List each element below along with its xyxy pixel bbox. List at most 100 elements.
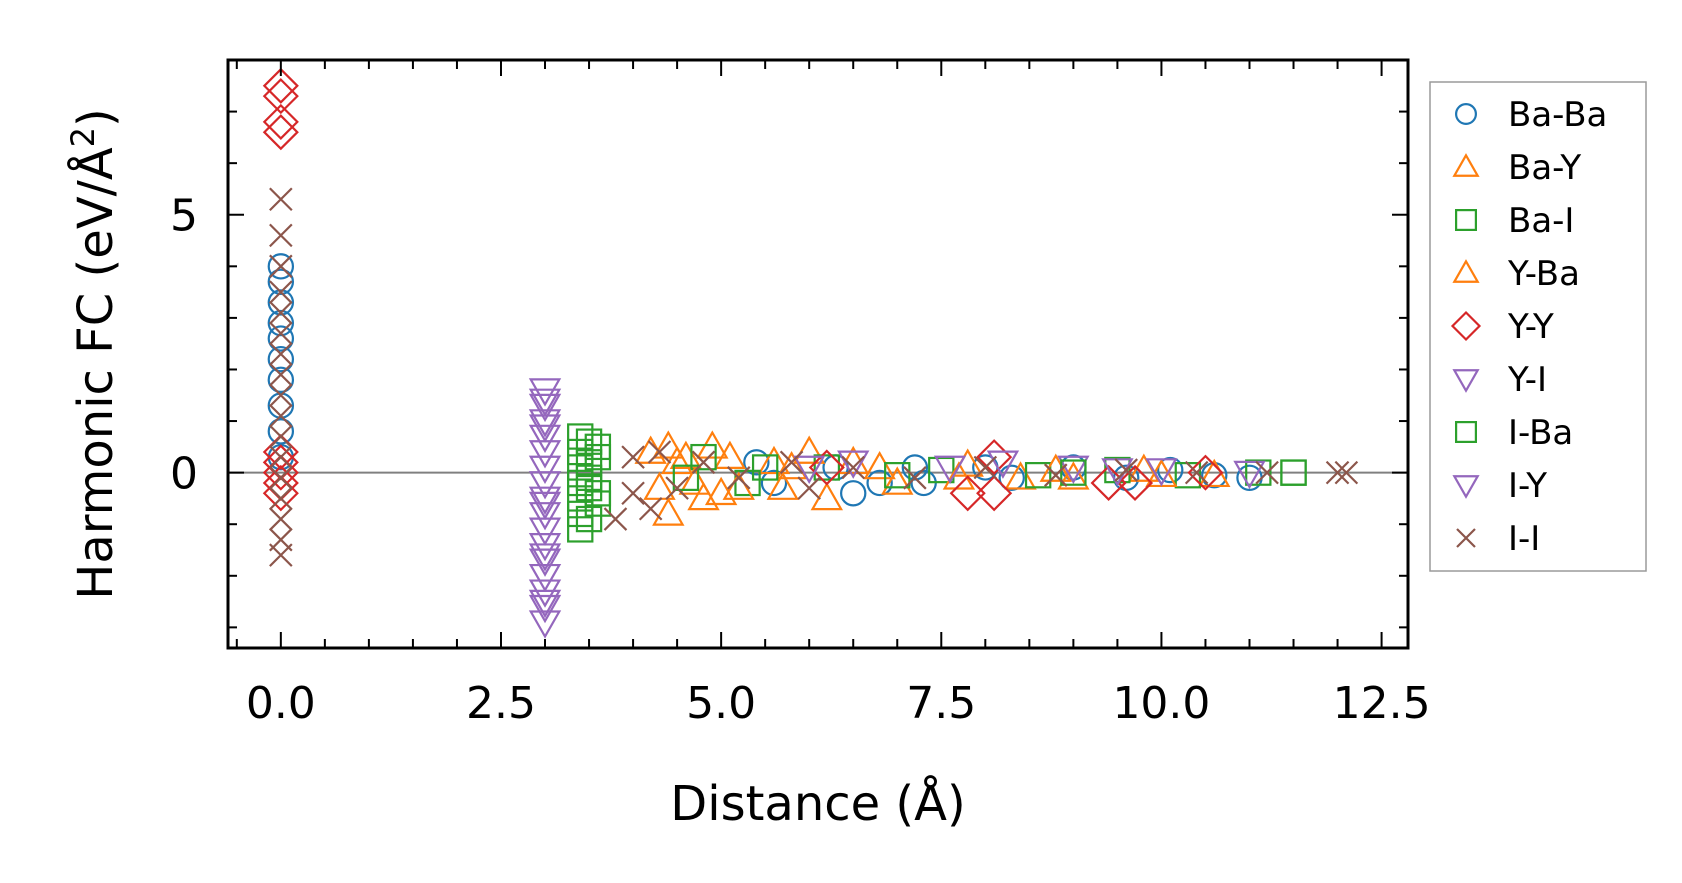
legend-label: Y-Y [1507, 307, 1554, 347]
data-point [584, 443, 612, 471]
series-i-i [269, 187, 1359, 567]
data-point [647, 440, 672, 464]
data-point [1245, 459, 1272, 486]
data-point [792, 455, 826, 484]
data-point [757, 445, 791, 475]
data-point [884, 462, 911, 489]
data-point [726, 466, 751, 490]
data-point [933, 455, 967, 484]
data-point [1043, 463, 1068, 487]
data-point [269, 445, 293, 469]
data-point [269, 404, 293, 428]
data-point [575, 449, 603, 476]
data-point [1004, 461, 1037, 490]
data-point [928, 456, 955, 484]
data-point [760, 469, 788, 497]
data-point [269, 342, 293, 366]
data-point [262, 78, 299, 115]
data-point [528, 424, 562, 454]
data-point [269, 543, 293, 567]
data-point [269, 362, 293, 387]
data-point [949, 475, 986, 512]
data-point [528, 502, 562, 531]
data-point [262, 67, 299, 104]
data-point [973, 455, 998, 480]
data-point [866, 469, 893, 497]
data-point [269, 223, 293, 248]
data-point [837, 450, 870, 479]
data-point [1187, 454, 1224, 491]
y-tick-label: 0 [170, 449, 198, 500]
x-axis-title: Distance (Å) [670, 775, 965, 832]
data-point [567, 500, 594, 528]
legend-marker [1452, 259, 1480, 283]
data-point [528, 610, 562, 639]
data-point [528, 388, 562, 417]
legend-label: Ba-I [1508, 201, 1574, 241]
data-point [976, 475, 1013, 512]
data-point [1233, 460, 1266, 490]
data-point [567, 516, 594, 543]
axes-frame [226, 58, 1410, 650]
data-point [269, 383, 293, 408]
data-point [584, 480, 612, 507]
data-point [267, 309, 295, 337]
legend-label: I-Ba [1508, 413, 1573, 453]
data-point [986, 450, 1020, 479]
data-point [262, 114, 299, 151]
data-point [797, 476, 821, 500]
data-point [575, 505, 603, 533]
data-point [881, 466, 914, 495]
x-tick-label: 0.0 [246, 678, 316, 729]
data-point [779, 450, 804, 475]
data-point [528, 409, 562, 438]
legend-marker [1450, 310, 1482, 342]
data-markers [262, 67, 1359, 639]
data-point [575, 464, 603, 491]
legend: Ba-Ba Ba-Y Ba-I Y-Ba Y-Y Y-I I-Ba I-Y I-I [1429, 81, 1647, 572]
data-point [269, 187, 293, 212]
legend-marker [1452, 369, 1480, 393]
data-point [665, 476, 689, 500]
legend-marker [1454, 102, 1477, 125]
data-point [567, 438, 594, 466]
data-point [1280, 459, 1307, 486]
data-point [1255, 460, 1279, 485]
data-point [528, 533, 562, 562]
data-point [840, 480, 867, 507]
data-point [269, 300, 293, 325]
data-point [751, 454, 779, 481]
data-point [528, 548, 562, 577]
data-point [792, 435, 826, 464]
data-point [267, 253, 295, 280]
data-point [901, 454, 929, 481]
data-point [678, 466, 711, 495]
data-point [528, 393, 562, 423]
legend-label: Ba-Ba [1508, 95, 1607, 135]
data-point [528, 543, 562, 572]
data-point [1157, 456, 1184, 484]
data-point [743, 449, 770, 476]
data-point [1057, 455, 1090, 484]
data-point [269, 424, 293, 449]
data-point [1114, 458, 1138, 482]
legend-label: I-Y [1508, 466, 1547, 506]
data-point [1145, 458, 1178, 487]
data-point [567, 469, 594, 497]
series-y-i [528, 378, 1266, 639]
data-point [652, 497, 685, 526]
y-tick-label: 5 [170, 191, 198, 242]
data-point [567, 485, 594, 512]
data-point [998, 464, 1025, 491]
data-point [863, 450, 896, 480]
data-point [528, 594, 562, 624]
data-point [652, 430, 685, 459]
data-point [267, 325, 295, 352]
data-point [528, 589, 562, 619]
data-point [262, 103, 299, 140]
data-point [621, 445, 645, 469]
data-point [567, 423, 594, 450]
data-point [528, 414, 562, 443]
data-point [267, 345, 295, 373]
data-point [603, 507, 628, 531]
